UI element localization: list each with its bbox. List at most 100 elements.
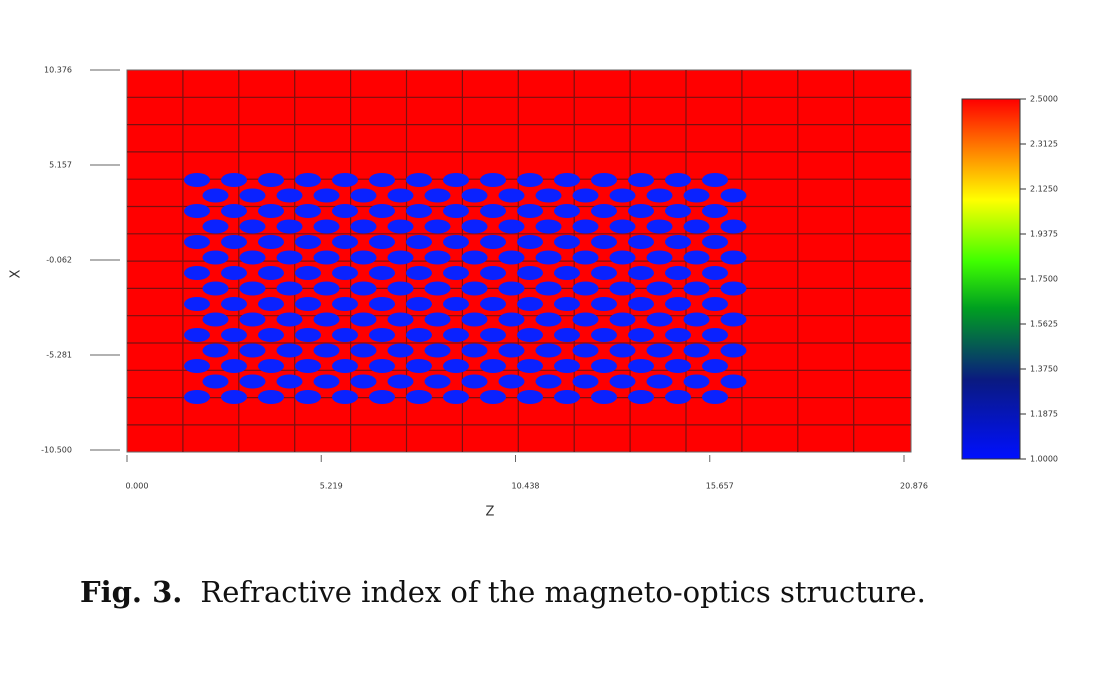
hole <box>258 204 284 218</box>
hole <box>406 390 432 404</box>
hole <box>295 328 321 342</box>
hole <box>517 297 543 311</box>
hole <box>202 219 229 234</box>
hole <box>350 188 377 203</box>
hole <box>443 328 469 342</box>
hole <box>572 219 599 234</box>
hole <box>443 235 469 249</box>
hole <box>387 250 414 265</box>
hole <box>480 173 506 187</box>
caption-label: Fig. 3. <box>80 575 182 609</box>
hole <box>628 328 654 342</box>
hole <box>221 266 247 280</box>
hole <box>720 281 747 296</box>
hole <box>665 204 691 218</box>
hole <box>387 281 414 296</box>
hole <box>332 297 358 311</box>
hole <box>720 188 747 203</box>
hole <box>387 312 414 327</box>
hole <box>480 235 506 249</box>
hole <box>295 297 321 311</box>
hole <box>350 281 377 296</box>
hole <box>498 343 525 358</box>
hole <box>313 250 340 265</box>
hole <box>461 250 488 265</box>
x-tick-label: 0.000 <box>126 482 149 491</box>
hole <box>683 312 710 327</box>
hole <box>628 359 654 373</box>
hole <box>646 374 673 389</box>
hole <box>683 250 710 265</box>
hole <box>628 235 654 249</box>
hole <box>702 235 728 249</box>
hole <box>387 188 414 203</box>
hole <box>498 219 525 234</box>
hole <box>424 343 451 358</box>
hole <box>720 312 747 327</box>
hole <box>276 281 303 296</box>
hole <box>646 219 673 234</box>
hole <box>683 343 710 358</box>
hole <box>350 219 377 234</box>
hole <box>184 359 210 373</box>
hole <box>276 250 303 265</box>
hole <box>665 359 691 373</box>
hole <box>702 204 728 218</box>
hole <box>221 390 247 404</box>
hole <box>332 390 358 404</box>
hole <box>665 173 691 187</box>
hole <box>665 390 691 404</box>
hole <box>406 359 432 373</box>
hole <box>332 359 358 373</box>
y-tick-label: -10.500 <box>41 446 72 455</box>
colorbar-tick-label: 1.0000 <box>1030 455 1058 464</box>
hole <box>554 390 580 404</box>
hole <box>184 328 210 342</box>
hole <box>406 328 432 342</box>
hole <box>517 390 543 404</box>
hole <box>554 359 580 373</box>
hole <box>443 297 469 311</box>
hole <box>313 374 340 389</box>
colorbar-tick-label: 2.1250 <box>1030 185 1058 194</box>
hole <box>720 219 747 234</box>
hole <box>221 204 247 218</box>
hole <box>554 204 580 218</box>
hole <box>184 297 210 311</box>
hole <box>221 235 247 249</box>
hole <box>350 312 377 327</box>
hole <box>184 204 210 218</box>
hole <box>480 297 506 311</box>
hole <box>591 390 617 404</box>
hole <box>572 312 599 327</box>
caption: Fig. 3. Refractive index of the magneto-o… <box>80 575 926 609</box>
hole <box>276 219 303 234</box>
hole <box>424 219 451 234</box>
hole <box>517 328 543 342</box>
y-tick-label: 5.157 <box>49 161 72 170</box>
hole <box>498 281 525 296</box>
hole <box>609 219 636 234</box>
hole <box>221 359 247 373</box>
hole <box>702 390 728 404</box>
hole <box>332 173 358 187</box>
hole <box>665 297 691 311</box>
hole <box>628 390 654 404</box>
hole <box>609 343 636 358</box>
hole <box>609 188 636 203</box>
hole <box>295 204 321 218</box>
hole <box>461 219 488 234</box>
x-axis-label: Z <box>486 505 495 520</box>
hole <box>646 312 673 327</box>
hole <box>239 374 266 389</box>
hole <box>443 204 469 218</box>
hole <box>184 390 210 404</box>
hole <box>683 374 710 389</box>
hole <box>646 281 673 296</box>
hole <box>258 235 284 249</box>
colorbar-tick-label: 1.3750 <box>1030 365 1058 374</box>
hole <box>646 188 673 203</box>
hole <box>258 297 284 311</box>
hole <box>554 328 580 342</box>
hole <box>424 188 451 203</box>
